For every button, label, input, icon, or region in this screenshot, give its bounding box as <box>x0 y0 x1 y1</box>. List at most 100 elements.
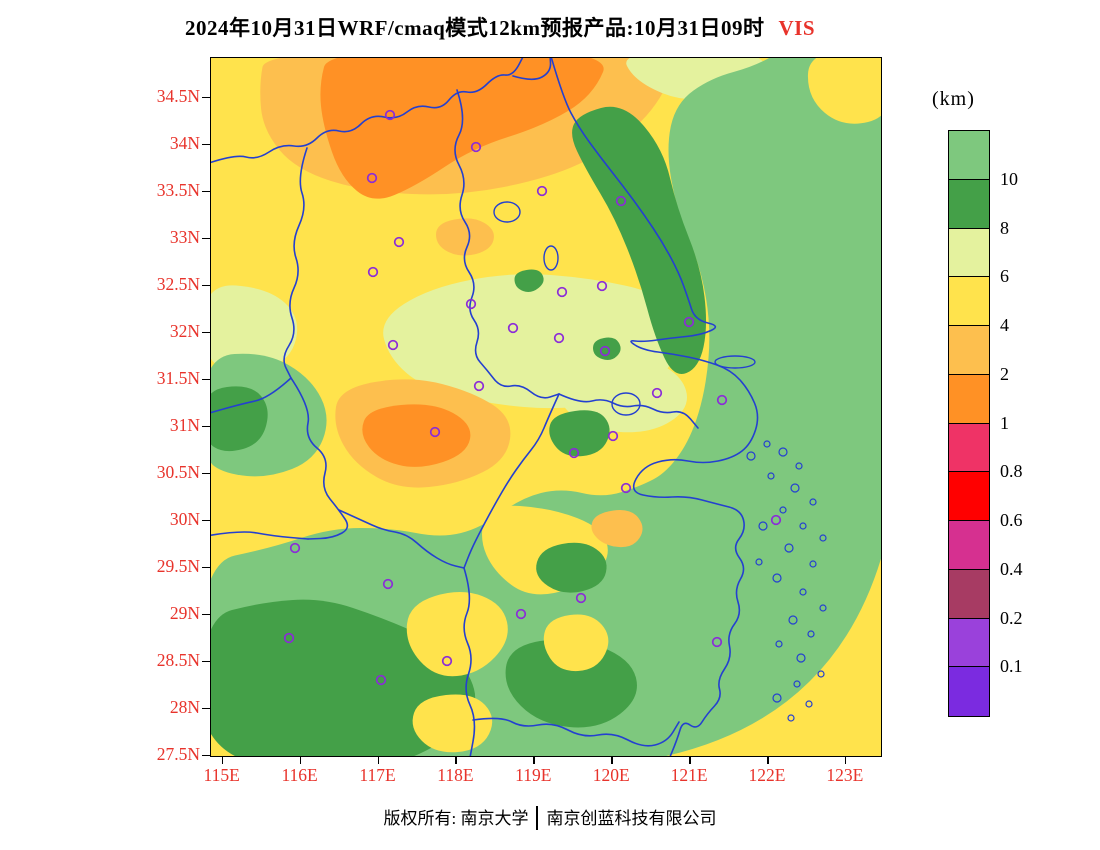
lat-tick-label: 34.5N <box>156 85 200 106</box>
lat-tick-label: 30.5N <box>156 461 200 482</box>
island-outline <box>784 543 794 553</box>
island-outline <box>819 534 827 542</box>
lat-tick-label: 33N <box>169 226 200 247</box>
lake-outline <box>493 201 521 223</box>
lat-tick-label: 27.5N <box>156 743 200 764</box>
island-outline <box>779 506 787 514</box>
lat-tick-label: 32N <box>169 320 200 341</box>
vis-region-green-main <box>211 58 881 756</box>
colorbar-segment <box>949 667 989 716</box>
colorbar-tick-label: 0.6 <box>1000 510 1023 530</box>
border-fujian-zhejiang <box>472 717 680 747</box>
station-marker <box>289 542 301 554</box>
lon-tick-label: 121E <box>670 765 708 785</box>
island-outline <box>819 604 827 612</box>
border-hubei-anhui-south <box>290 377 349 540</box>
colorbar-tick-label: 8 <box>1000 217 1009 238</box>
colorbar-tick-label: 10 <box>1000 168 1018 189</box>
lat-tick-mark <box>202 284 210 286</box>
lon-tick-label: 115E <box>203 765 240 785</box>
lat-tick-label: 32.5N <box>156 273 200 294</box>
station-marker <box>515 608 527 620</box>
vis-region-darkgreen-south-b <box>505 639 637 728</box>
lat-tick-label: 28.5N <box>156 649 200 670</box>
lat-tick-mark <box>202 754 210 756</box>
border-hubei-west <box>211 377 292 414</box>
station-marker <box>770 514 782 526</box>
island-outline <box>807 630 815 638</box>
station-marker <box>651 387 663 399</box>
copyright-company: 南京创蓝科技有限公司 <box>546 809 717 828</box>
vis-region-darkgreen-ne-band <box>572 106 707 375</box>
station-marker <box>441 655 453 667</box>
map-svg <box>211 58 881 756</box>
lake-outline <box>714 355 756 369</box>
station-marker <box>536 185 548 197</box>
lon-tick-mark <box>767 756 769 764</box>
station-marker <box>470 141 482 153</box>
island-outline <box>772 693 782 703</box>
station-marker <box>716 394 728 406</box>
lat-tick-mark <box>202 190 210 192</box>
border-zhejiang-jiangxi-fujian <box>463 567 476 756</box>
lon-tick-mark <box>844 756 847 764</box>
island-outline <box>755 558 763 566</box>
colorbar-segment <box>949 131 989 180</box>
station-marker <box>620 482 632 494</box>
lon-tick-mark <box>611 756 613 764</box>
station-marker <box>465 298 477 310</box>
colorbar-unit-label: (km) <box>932 88 975 110</box>
island-outline <box>758 521 768 531</box>
lon-tick-label: 119E <box>515 765 552 785</box>
station-marker <box>575 592 587 604</box>
border-shandong-east <box>512 58 552 81</box>
island-outline <box>817 670 825 678</box>
island-outline <box>767 472 775 480</box>
vis-region-darkgreen-blob-318 <box>593 337 621 360</box>
island-outline <box>799 588 807 596</box>
lat-tick-mark <box>202 613 210 615</box>
border-anhui-jiangsu <box>454 89 560 399</box>
station-marker <box>367 266 379 278</box>
border-jiangxi-anhui <box>338 509 465 569</box>
island-outline <box>790 483 800 493</box>
station-marker <box>507 322 519 334</box>
lon-tick-mark <box>533 756 535 764</box>
lat-tick-label: 30N <box>169 508 200 529</box>
vis-region-lorange-hangzhou <box>591 510 643 548</box>
lat-tick-mark <box>202 707 210 709</box>
colorbar-segment <box>949 618 989 668</box>
vis-region-yellow-south-b <box>406 592 508 677</box>
lon-tick-label: 122E <box>748 765 786 785</box>
colorbar-tick-label: 0.1 <box>1000 656 1023 677</box>
colorbar-segment <box>949 569 989 619</box>
copyright-footer: 版权所有: 南京大学 南京创蓝科技有限公司 <box>0 804 1100 830</box>
border-anhui-zhejiang <box>463 393 560 569</box>
lon-tick-label: 120E <box>592 765 630 785</box>
colorbar-segment <box>949 472 989 521</box>
island-outline <box>778 447 788 457</box>
lat-tick-mark <box>202 331 210 333</box>
island-outline <box>746 451 756 461</box>
colorbar-segment <box>949 228 989 278</box>
lon-tick-mark <box>221 756 224 764</box>
colorbar-segment <box>949 326 989 375</box>
colorbar-tick-label: 6 <box>1000 266 1009 287</box>
colorbar-segment <box>949 179 989 229</box>
island-outline <box>787 714 795 722</box>
vis-region-yellow-top-right-corner <box>807 58 881 124</box>
lat-tick-label: 34N <box>169 132 200 153</box>
vis-region-orange-cluster-core <box>362 404 471 467</box>
lon-tick-label: 118E <box>437 765 474 785</box>
lat-tick-label: 28N <box>169 696 200 717</box>
island-outline <box>788 615 798 625</box>
vis-region-yellow-south-c <box>543 614 609 672</box>
station-marker <box>375 674 387 686</box>
title-text: 2024年10月31日WRF/cmaq模式12km预报产品:10月31日09时 <box>184 16 765 40</box>
lat-tick-mark <box>202 425 210 427</box>
island-outline <box>772 573 782 583</box>
station-marker <box>596 280 608 292</box>
station-marker <box>387 339 399 351</box>
station-marker <box>283 632 295 644</box>
